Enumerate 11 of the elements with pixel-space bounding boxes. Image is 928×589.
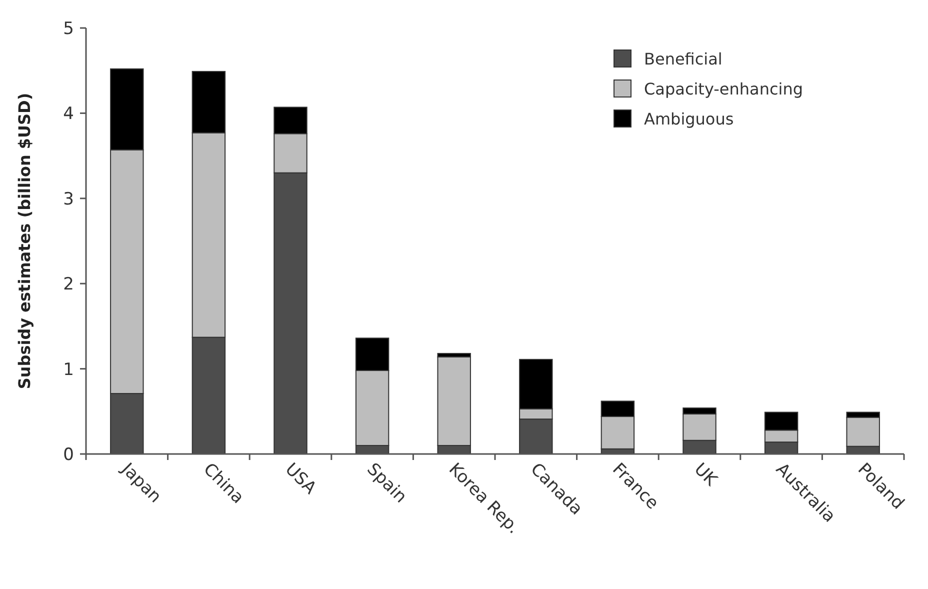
legend-label: Ambiguous xyxy=(644,110,734,129)
y-tick-label: 4 xyxy=(63,104,74,124)
x-tick-label: UK xyxy=(690,459,722,491)
legend-label: Capacity-enhancing xyxy=(644,80,804,99)
legend-label: Beneficial xyxy=(644,50,722,69)
y-tick-label: 0 xyxy=(63,444,74,465)
y-tick-label: 2 xyxy=(63,274,74,295)
y-tick-label: 3 xyxy=(63,189,74,210)
y-tick-label: 1 xyxy=(63,360,74,380)
y-axis-title: Subsidy estimates (billion $USD) xyxy=(15,92,34,390)
y-tick-label: 5 xyxy=(63,18,74,39)
